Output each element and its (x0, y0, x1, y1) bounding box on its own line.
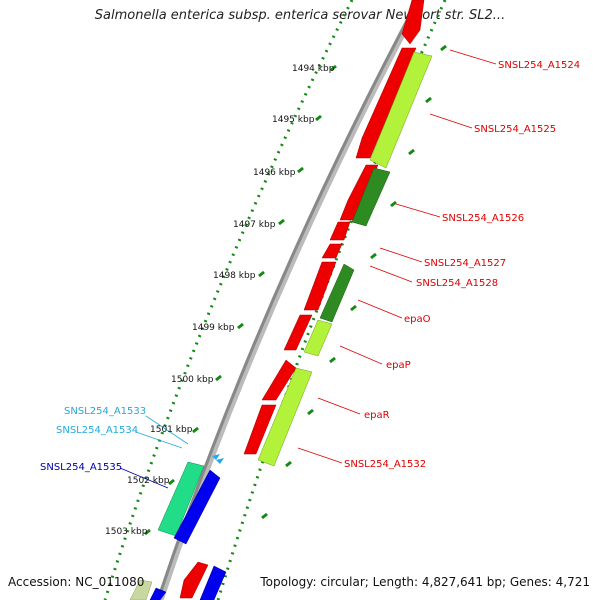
gene-feature (173, 469, 221, 545)
gene-label: SNSL254_A1528 (416, 278, 498, 289)
kbp-label: 1500 kbp (171, 375, 214, 385)
gene-feature (303, 319, 333, 357)
gene-feature (199, 565, 227, 600)
scale-tick (370, 252, 377, 260)
scale-tick (285, 460, 292, 468)
gene-feature (149, 587, 167, 600)
inner-dotted-ring (216, 0, 447, 600)
gene-feature (355, 47, 417, 159)
gene-feature (329, 221, 351, 241)
gene-label: SNSL254_A1533 (64, 406, 146, 417)
gene-feature (321, 243, 343, 259)
scale-tick (440, 44, 447, 52)
forward-genes (179, 0, 425, 599)
gene-feature (319, 263, 355, 323)
gene-feature (212, 454, 220, 460)
scale-tick (408, 148, 415, 156)
leader-line (449, 49, 497, 65)
gene-label: epaO (404, 314, 431, 325)
label-leader-lines (119, 49, 497, 489)
gene-feature (339, 164, 379, 221)
gene-feature (401, 0, 425, 45)
gene-label: SNSL254_A1526 (442, 213, 524, 224)
topology-text: Topology: circular; Length: 4,827,641 bp… (260, 575, 590, 589)
outer-dotted-ring (103, 0, 354, 600)
kbp-label: 1502 kbp (127, 476, 170, 486)
gene-label: SNSL254_A1534 (56, 425, 138, 436)
scale-tick (425, 96, 432, 104)
leader-line (429, 113, 473, 129)
gene-label: SNSL254_A1525 (474, 124, 556, 135)
gene-label: epaP (386, 360, 411, 371)
kbp-label: 1495 kbp (272, 115, 315, 125)
scale-tick (261, 512, 268, 520)
map-title: Salmonella enterica subsp. enterica sero… (94, 8, 506, 23)
leader-line (395, 203, 441, 218)
accession-text: Accession: NC_011080 (8, 575, 145, 589)
scale-tick (315, 114, 322, 122)
leader-line (119, 467, 169, 489)
kbp-label: 1501 kbp (150, 425, 193, 435)
leader-line (379, 247, 423, 263)
scale-tick (215, 374, 222, 382)
scale-tick (390, 200, 397, 208)
kbp-labels: 1494 kbp 1495 kbp 1496 kbp 1497 kbp 1498… (105, 64, 335, 537)
gene-feature (129, 579, 153, 600)
gene-feature (369, 51, 433, 169)
scale-tick (307, 408, 314, 416)
kbp-label: 1498 kbp (213, 271, 256, 281)
scale-tick (144, 528, 151, 536)
scale-ticks (144, 44, 447, 536)
scale-tick (258, 270, 265, 278)
scale-tick (237, 322, 244, 330)
gene-label: SNSL254_A1532 (344, 459, 426, 470)
leader-line (357, 299, 403, 319)
gene-label: SNSL254_A1527 (424, 258, 506, 269)
gene-feature (303, 261, 337, 311)
small-rna-marker (212, 454, 224, 464)
gene-label: SNSL254_A1535 (40, 462, 122, 473)
leader-line (339, 345, 383, 365)
scale-tick (330, 64, 337, 72)
kbp-label: 1497 kbp (233, 220, 276, 230)
gene-label: epaR (364, 410, 390, 421)
gene-labels: SNSL254_A1524 SNSL254_A1525 SNSL254_A152… (40, 60, 580, 473)
gene-label: SNSL254_A1524 (498, 60, 580, 71)
reverse-genes (129, 51, 433, 600)
kbp-label: 1499 kbp (192, 323, 235, 333)
gene-feature (216, 458, 224, 464)
leader-line (317, 397, 361, 415)
scale-tick (297, 166, 304, 174)
kbp-label: 1494 kbp (292, 64, 335, 74)
kbp-label: 1503 kbp (105, 527, 148, 537)
leader-line (145, 415, 189, 445)
gene-feature (351, 167, 391, 227)
leader-line (297, 447, 343, 464)
scale-tick (168, 478, 175, 486)
gene-feature (243, 404, 277, 455)
scale-tick (350, 304, 357, 312)
gene-feature (179, 561, 209, 599)
leader-line (135, 431, 183, 449)
gene-feature (257, 367, 313, 467)
scale-tick (278, 218, 285, 226)
scale-tick (329, 356, 336, 364)
scale-tick (192, 426, 199, 434)
gene-feature (283, 314, 313, 351)
leader-line (369, 265, 413, 283)
kbp-label: 1496 kbp (253, 168, 296, 178)
gene-feature (261, 359, 297, 401)
